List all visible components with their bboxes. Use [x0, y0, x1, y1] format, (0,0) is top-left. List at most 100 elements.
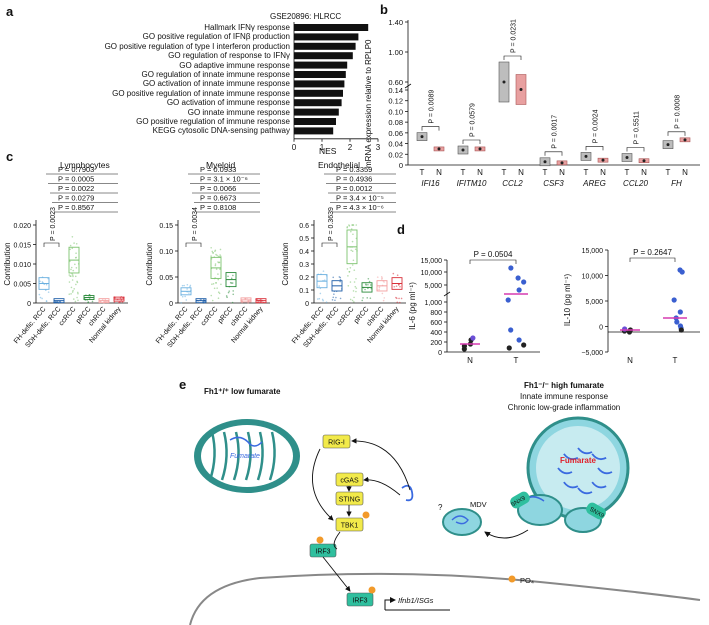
y-tick-label: 0.005: [13, 282, 31, 289]
y-tick-label: 0.06: [388, 129, 403, 138]
jitter-point: [75, 257, 77, 259]
jitter-point: [68, 293, 70, 295]
jitter-point: [355, 291, 357, 293]
group-label-n: N: [436, 168, 442, 177]
panel-d-letter: d: [397, 222, 405, 237]
jitter-point: [217, 273, 219, 275]
y-tick-label: 0: [599, 325, 603, 332]
phosphate: [369, 587, 376, 594]
data-point: [602, 159, 605, 162]
gene-label: CCL2: [502, 179, 523, 188]
jitter-point: [353, 297, 355, 299]
data-point: [503, 81, 506, 84]
panel-e-right-subtitle-2: Chronic low-grade inflammation: [484, 403, 644, 412]
jitter-point: [217, 261, 219, 263]
jitter-point: [210, 247, 212, 249]
y-tick-label: 0.010: [13, 262, 31, 269]
p-value-label: P = 0.0005: [58, 175, 94, 184]
gene-label: IFITM10: [457, 179, 487, 188]
y-tick-label: 10,000: [421, 270, 443, 277]
y-tick-label: 0: [305, 301, 309, 308]
significance-bracket: [470, 260, 516, 264]
jitter-point: [70, 293, 72, 295]
jitter-point: [216, 255, 218, 257]
nes-bar: [294, 109, 339, 116]
panel-c-letter: c: [6, 149, 13, 164]
panel-c-title-lymphocytes: Lymphocytes: [60, 160, 110, 170]
jitter-point: [216, 287, 218, 289]
y-tick-label: 0.1: [299, 288, 309, 295]
jitter-point: [185, 299, 187, 301]
y-tick-label: 0.05: [159, 275, 173, 282]
jitter-point: [72, 270, 74, 272]
jitter-point: [349, 225, 351, 227]
jitter-point: [353, 301, 355, 303]
group-label-n: N: [641, 168, 647, 177]
jitter-point: [382, 293, 384, 295]
jitter-point: [353, 290, 355, 292]
nuclear-irf3-label: IRF3: [352, 598, 367, 605]
phosphate: [317, 537, 324, 544]
mdv-label: MDV: [470, 500, 487, 509]
data-point-n: [622, 326, 627, 331]
data-point: [462, 149, 465, 152]
group-label-t: T: [584, 168, 589, 177]
data-point-t: [672, 297, 677, 302]
term-label: KEGG cytosolic DNA-sensing pathway: [153, 126, 290, 135]
nes-bar: [294, 71, 346, 78]
jitter-point: [48, 291, 50, 293]
jitter-point: [212, 252, 214, 254]
jitter-point: [393, 286, 395, 288]
jitter-point: [318, 285, 320, 287]
jitter-point: [354, 286, 356, 288]
jitter-point: [190, 285, 192, 287]
term-label: GO regulation of response to IFNγ: [168, 51, 290, 60]
mdv-vesicle: [443, 509, 481, 535]
nes-bar: [294, 52, 353, 59]
jitter-point: [355, 224, 357, 226]
jitter-point: [231, 278, 233, 280]
data-point: [643, 159, 646, 162]
jitter-point: [397, 274, 399, 276]
jitter-point: [398, 298, 400, 300]
y-tick-label: 1,000: [424, 300, 442, 307]
jitter-point: [77, 282, 79, 284]
jitter-point: [354, 281, 356, 283]
panel-e-letter: e: [179, 377, 186, 392]
jitter-point: [228, 290, 230, 292]
jitter-point: [186, 288, 188, 290]
jitter-point: [384, 297, 386, 299]
jitter-point: [232, 293, 234, 295]
jitter-point: [399, 302, 401, 304]
gene-label: AREG: [582, 179, 606, 188]
jitter-point: [401, 298, 403, 300]
arrow: [312, 449, 333, 520]
jitter-point: [340, 279, 342, 281]
y-tick-label: 600: [430, 320, 442, 327]
jitter-point: [180, 302, 182, 304]
jitter-point: [118, 302, 120, 304]
jitter-point: [369, 281, 371, 283]
jitter-point: [219, 261, 221, 263]
group-label-t: T: [543, 168, 548, 177]
jitter-point: [69, 248, 71, 250]
jitter-point: [366, 297, 368, 299]
jitter-point: [350, 231, 352, 233]
panel-b-letter: b: [380, 2, 388, 17]
y-tick-label: 0: [27, 301, 31, 308]
jitter-point: [333, 293, 335, 295]
data-point-t: [521, 279, 526, 284]
data-point: [479, 147, 482, 150]
jitter-point: [247, 302, 249, 304]
jitter-point: [332, 299, 334, 301]
data-point-t: [507, 345, 512, 350]
jitter-point: [396, 297, 398, 299]
y-tick-label: 0.5: [299, 236, 309, 243]
jitter-point: [76, 243, 78, 245]
data-point-n: [462, 346, 467, 351]
significance-bracket: [322, 243, 337, 247]
jitter-point: [213, 283, 215, 285]
y-tick-label: 0.6: [299, 223, 309, 230]
jitter-point: [362, 297, 364, 299]
jitter-point: [218, 297, 220, 299]
